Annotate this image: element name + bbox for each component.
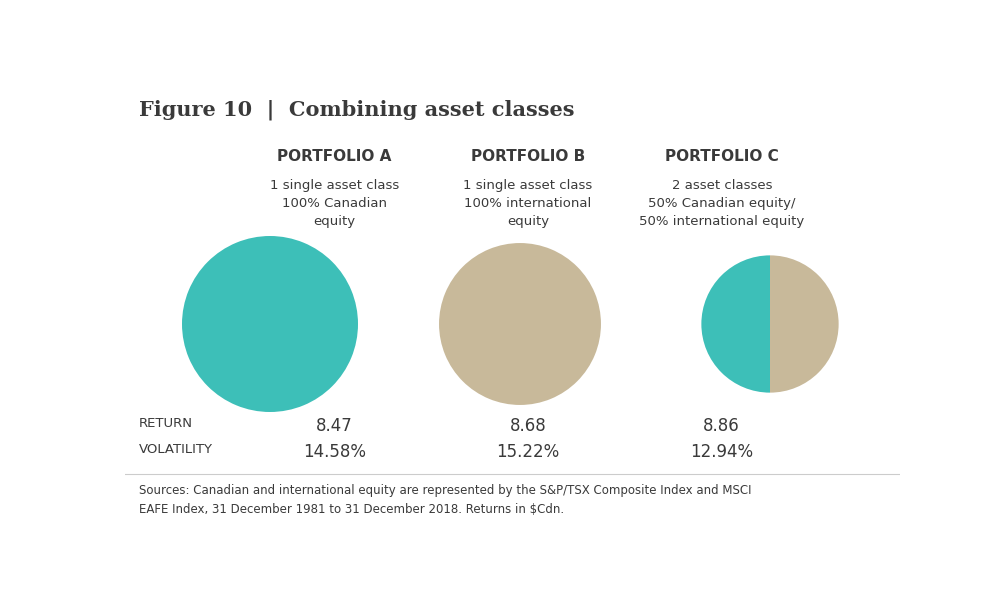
Wedge shape (770, 255, 839, 393)
Text: 14.58%: 14.58% (303, 443, 366, 462)
Text: Sources: Canadian and international equity are represented by the S&P/TSX Compos: Sources: Canadian and international equi… (139, 484, 751, 516)
Text: 8.86: 8.86 (703, 417, 740, 435)
Text: PORTFOLIO C: PORTFOLIO C (665, 149, 779, 164)
Text: 8.47: 8.47 (316, 417, 353, 435)
Text: RETURN: RETURN (139, 417, 193, 431)
Text: 1 single asset class
100% international
equity: 1 single asset class 100% international … (463, 178, 593, 228)
Text: PORTFOLIO B: PORTFOLIO B (471, 149, 585, 164)
Text: 2 asset classes
50% Canadian equity/
50% international equity: 2 asset classes 50% Canadian equity/ 50%… (639, 178, 804, 228)
Text: VOLATILITY: VOLATILITY (139, 443, 213, 457)
Text: 1 single asset class
100% Canadian
equity: 1 single asset class 100% Canadian equit… (270, 178, 399, 228)
Text: 15.22%: 15.22% (496, 443, 560, 462)
Wedge shape (701, 255, 770, 393)
Text: 12.94%: 12.94% (690, 443, 753, 462)
Wedge shape (439, 243, 601, 405)
Text: Figure 10  |  Combining asset classes: Figure 10 | Combining asset classes (139, 99, 574, 120)
Text: PORTFOLIO A: PORTFOLIO A (277, 149, 391, 164)
Text: 8.68: 8.68 (510, 417, 546, 435)
Wedge shape (182, 236, 358, 412)
